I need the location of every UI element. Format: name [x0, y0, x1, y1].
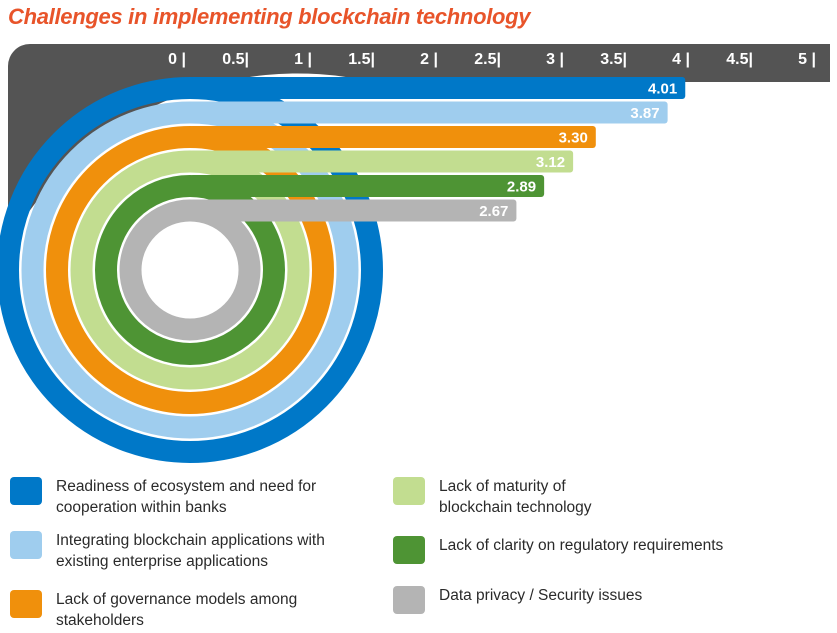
legend-item: Data privacy / Security issues [393, 585, 642, 614]
legend-swatch [10, 531, 42, 559]
legend-label: Integrating blockchain applications with… [56, 532, 325, 570]
ring-6 [119, 199, 261, 341]
bar-4 [190, 150, 574, 173]
bar-5 [190, 175, 545, 197]
legend-label: Data privacy / Security issues [439, 587, 643, 604]
legend-swatch [10, 477, 42, 505]
legend-item: Lack of governance models among stakehol… [10, 589, 297, 631]
legend-item: Lack of maturity of blockchain technolog… [393, 476, 592, 518]
x-tick-label: 2 | [420, 51, 438, 68]
legend-label: Lack of maturity of blockchain technolog… [439, 478, 592, 516]
x-tick-label: 5 | [798, 51, 816, 68]
bar-labels-group: 4.01 3.87 3.30 3.122.89 2.67 [479, 81, 677, 221]
legend-swatch [393, 586, 425, 614]
legend-item: Readiness of ecosystem and need for coop… [10, 476, 316, 518]
x-tick-label: 1.5| [348, 51, 375, 68]
bar-value-label: 3.87 [630, 105, 659, 122]
bar-value-label: 4.01 [648, 81, 677, 98]
chart-title: Challenges in implementing blockchain te… [8, 4, 531, 29]
legend-label: Readiness of ecosystem and need for coop… [56, 478, 317, 516]
legend-label: Lack of governance models among stakehol… [56, 591, 298, 629]
x-tick-label: 3.5| [600, 51, 627, 68]
legend-label: Lack of clarity on regulatory requiremen… [439, 537, 724, 554]
bar-value-label: 3.12 [536, 154, 565, 171]
bar-2 [190, 101, 668, 124]
x-tick-label: 4 | [672, 51, 690, 68]
bar-1 [190, 77, 686, 99]
bar-3 [190, 126, 596, 148]
legend-item: Integrating blockchain applications with… [10, 530, 325, 572]
axis-band [8, 44, 830, 245]
x-tick-label: 1 | [294, 51, 312, 68]
x-tick-label: 4.5| [726, 51, 753, 68]
bar-value-label: 2.89 [507, 179, 536, 196]
x-tick-label: 3 | [546, 51, 564, 68]
x-tick-label: 0.5| [222, 51, 249, 68]
legend-swatch [10, 590, 42, 618]
x-tick-label: 2.5| [474, 51, 501, 68]
bar-value-label: 3.30 [559, 130, 588, 147]
bar-value-label: 2.67 [479, 203, 508, 220]
x-tick-label: 0 | [168, 51, 186, 68]
legend-swatch [393, 536, 425, 564]
bars-group [190, 77, 686, 222]
bar-6 [190, 199, 517, 222]
ticks-group: 0 | 0.5| 1 | 1.5| 2 | 2.5| 3 | 3.5| 4 | 4.5| 5 | [168, 51, 816, 68]
legend-swatch [393, 477, 425, 505]
legend-item: Lack of clarity on regulatory requiremen… [393, 535, 723, 564]
